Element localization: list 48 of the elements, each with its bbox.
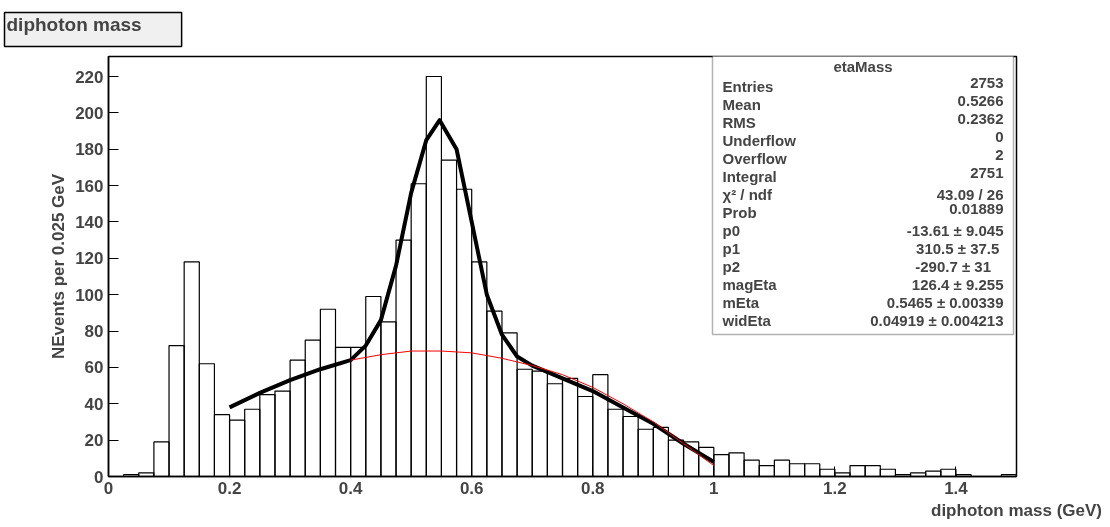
annotation: 0.5465 ± 0.00339 [886, 293, 1004, 311]
y-tick-label: 140 [75, 212, 104, 232]
annotation: p1 [722, 239, 741, 257]
annotation: -13.61 ± 9.045 [906, 221, 1004, 239]
x-axis-title: diphoton mass (GeV) [931, 500, 1102, 520]
y-tick-label: 60 [84, 358, 104, 378]
y-tick-label: 200 [75, 103, 104, 123]
x-tick-label: 0.8 [580, 478, 605, 498]
y-tick-label: 80 [84, 322, 104, 342]
annotation: etaMass [833, 57, 893, 75]
y-axis-title: NEvents per 0.025 GeV [49, 173, 69, 360]
annotation: p0 [722, 221, 741, 239]
y-tick-label: 160 [75, 176, 104, 196]
annotation: Overflow [722, 149, 788, 167]
annotation: 0 [995, 127, 1004, 145]
y-tick-label: 180 [75, 140, 104, 160]
x-tick-label: 0.2 [217, 478, 242, 498]
y-tick-label: 120 [75, 249, 104, 269]
chart-title: diphoton mass [6, 13, 142, 35]
annotation: 310.5 ± 37.5 [916, 239, 1000, 257]
y-tick-label: 20 [84, 431, 104, 451]
annotation: mEta [722, 293, 760, 311]
y-tick-label: 100 [75, 285, 104, 305]
annotation: Prob [722, 203, 757, 221]
y-tick-label: 40 [84, 394, 104, 414]
x-tick-label: 1 [709, 478, 719, 498]
y-tick-label: 220 [75, 67, 104, 87]
annotation: widEta [721, 311, 772, 329]
annotation: Entries [722, 77, 774, 95]
x-tick-label: 1.2 [823, 478, 847, 498]
x-tick-label: 0.6 [459, 478, 484, 498]
annotation: 2753 [970, 73, 1004, 91]
annotation: Mean [722, 95, 761, 113]
annotation: magEta [722, 275, 778, 293]
annotation: Integral [722, 167, 777, 185]
annotation: Underflow [722, 131, 797, 149]
annotation: 126.4 ± 9.255 [911, 275, 1004, 293]
annotation: p2 [722, 257, 741, 275]
annotation: 0.2362 [957, 109, 1004, 127]
annotation: -290.7 ± 31 [915, 257, 992, 275]
annotation: 0.5266 [957, 91, 1004, 109]
annotation: RMS [722, 113, 756, 131]
annotation: 0.04919 ± 0.004213 [870, 311, 1004, 329]
annotation: 2 [995, 145, 1004, 163]
x-tick-label: 1.4 [944, 478, 969, 498]
annotation: 2751 [970, 163, 1004, 181]
x-tick-label: 0.4 [338, 478, 363, 498]
annotation: χ² / ndf [722, 185, 773, 203]
